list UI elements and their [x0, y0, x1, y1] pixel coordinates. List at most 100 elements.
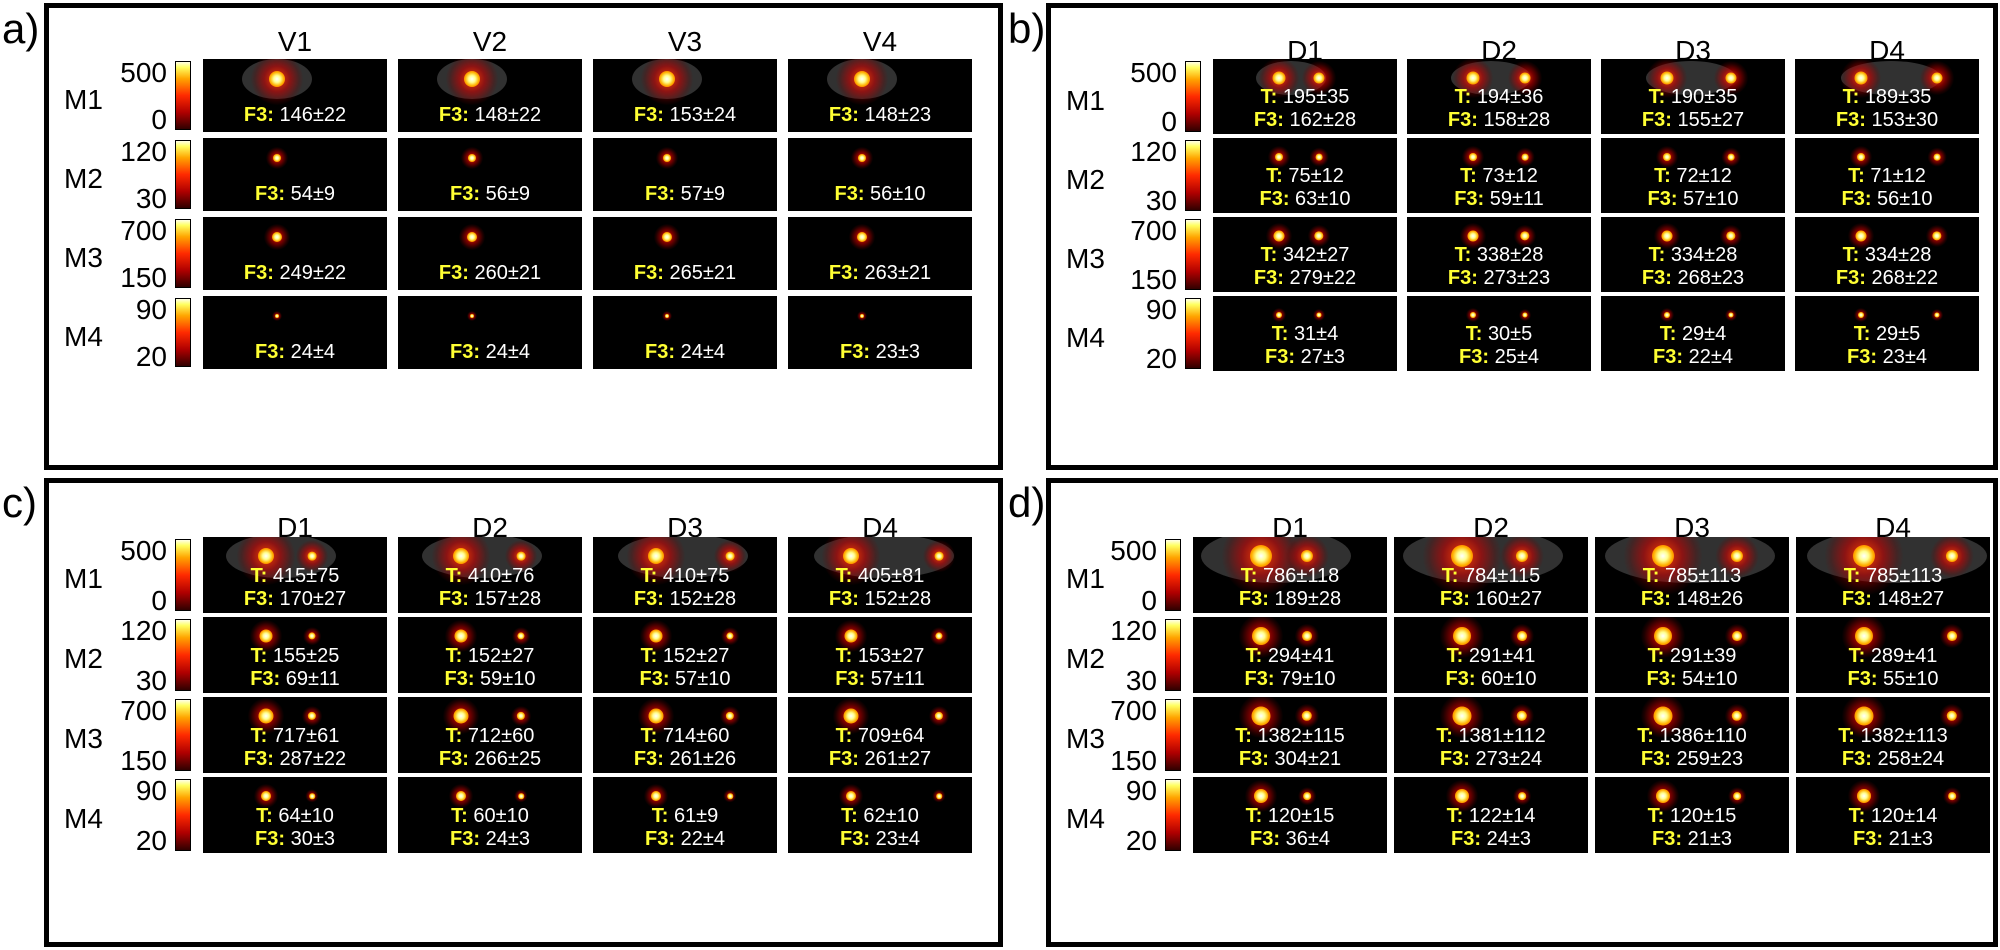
f3-value: 36±4 [1285, 828, 1330, 850]
f3-reading: F3: 152±28 [788, 589, 972, 609]
f3-value: 170±27 [279, 588, 347, 610]
temperature-reading: T: 1381±112 [1394, 726, 1588, 746]
temperature-reading: T: 195±35 [1213, 87, 1397, 107]
hotspot [1520, 231, 1530, 241]
hotspot [1932, 231, 1942, 241]
f3-key: F3: [840, 341, 871, 363]
f3-reading: F3: 259±23 [1595, 749, 1789, 769]
image-cell: T: 60±10 F3: 24±3 [398, 777, 582, 853]
hotspot [1451, 545, 1473, 567]
f3-reading: F3: 24±3 [398, 829, 582, 849]
image-cell: T: 152±27 F3: 57±10 [593, 617, 777, 693]
temperature-key: T: [1454, 86, 1472, 108]
temperature-value: 709±64 [857, 725, 925, 747]
image-cell: F3: 24±4 [593, 296, 777, 369]
colorbar-min-label: 30 [1125, 665, 1157, 696]
f3-key: F3: [834, 183, 865, 205]
hotspot [269, 71, 285, 87]
temperature-reading: T: 60±10 [398, 806, 582, 826]
column-header: D3 [667, 512, 703, 543]
f3-value: 57±10 [1683, 188, 1739, 210]
f3-key: F3: [438, 748, 469, 770]
f3-key: F3: [639, 668, 670, 690]
colorbar-max-label: 90 [1125, 775, 1157, 806]
temperature-key: T: [1848, 805, 1866, 827]
image-cell: F3: 148±23 [788, 59, 972, 132]
f3-value: 54±10 [1682, 668, 1738, 690]
f3-reading: F3: 170±27 [203, 589, 387, 609]
temperature-key: T: [1842, 244, 1860, 266]
image-cell: T: 194±36 F3: 158±28 [1407, 59, 1591, 134]
image-cell: T: 120±14 F3: 21±3 [1796, 777, 1990, 853]
f3-key: F3: [438, 588, 469, 610]
temperature-key: T: [1446, 805, 1464, 827]
temperature-key: T: [1637, 725, 1654, 747]
hotspot [518, 793, 524, 799]
hotspot [464, 71, 480, 87]
f3-key: F3: [828, 104, 859, 126]
image-cell: T: 189±35 F3: 153±30 [1795, 59, 1979, 134]
temperature-reading: T: 342±27 [1213, 245, 1397, 265]
row-label: M3 [1066, 242, 1105, 274]
colorbar-min-label: 20 [1145, 343, 1177, 374]
f3-value: 148±23 [864, 104, 932, 126]
row-label: M2 [1066, 163, 1105, 195]
hotspot [1855, 627, 1873, 645]
hotspot [1933, 153, 1941, 161]
f3-key: F3: [1835, 109, 1866, 131]
temperature-key: T: [1245, 805, 1263, 827]
image-cell: F3: 146±22 [203, 59, 387, 132]
temperature-key: T: [640, 565, 658, 587]
f3-key: F3: [438, 262, 469, 284]
temperature-reading: T: 29±4 [1601, 324, 1785, 344]
hotspot [1853, 545, 1875, 567]
hotspot [1661, 230, 1673, 242]
temperature-key: T: [445, 725, 463, 747]
f3-value: 25±4 [1494, 346, 1539, 368]
temperature-reading: T: 717±61 [203, 726, 387, 746]
f3-value: 55±10 [1883, 668, 1939, 690]
temperature-key: T: [835, 725, 853, 747]
f3-value: 23±3 [875, 341, 920, 363]
f3-key: F3: [828, 262, 859, 284]
f3-value: 24±3 [1486, 828, 1531, 850]
temperature-value: 717±61 [272, 725, 340, 747]
f3-reading: F3: 249±22 [203, 263, 387, 283]
temperature-reading: T: 334±28 [1795, 245, 1979, 265]
f3-reading: F3: 57±9 [593, 184, 777, 204]
f3-value: 22±4 [680, 828, 725, 850]
hotspot [659, 71, 675, 87]
colorbar [1165, 779, 1181, 851]
column-header: D4 [862, 512, 898, 543]
f3-key: F3: [255, 183, 286, 205]
temperature-reading: T: 122±14 [1394, 806, 1588, 826]
panel-label: b) [1008, 5, 1046, 52]
temperature-reading: T: 62±10 [788, 806, 972, 826]
f3-value: 146±22 [279, 104, 347, 126]
temperature-key: T: [1853, 323, 1871, 345]
colorbar [1165, 539, 1181, 611]
f3-value: 152±28 [864, 588, 932, 610]
temperature-value: 289±41 [1870, 645, 1938, 667]
colorbar [175, 219, 191, 288]
panel-label: c) [2, 479, 37, 526]
temperature-reading: T: 190±35 [1601, 87, 1785, 107]
f3-key: F3: [255, 828, 286, 850]
f3-key: F3: [1647, 188, 1678, 210]
hotspot [1947, 631, 1957, 641]
f3-value: 189±28 [1274, 588, 1342, 610]
image-cell: T: 1386±110 F3: 259±23 [1595, 697, 1789, 773]
f3-value: 21±3 [1888, 828, 1933, 850]
colorbar-max-label: 90 [135, 294, 167, 325]
hotspot [1522, 312, 1528, 318]
colorbar-min-label: 30 [135, 665, 167, 696]
temperature-reading: T: 786±118 [1193, 566, 1387, 586]
hotspot [1858, 312, 1864, 318]
temperature-value: 405±81 [857, 565, 925, 587]
temperature-reading: T: 294±41 [1193, 646, 1387, 666]
hotspot [259, 629, 273, 643]
hotspot [843, 708, 859, 724]
colorbar-max-label: 700 [120, 215, 167, 246]
hotspot [1733, 792, 1741, 800]
hotspot [662, 232, 672, 242]
